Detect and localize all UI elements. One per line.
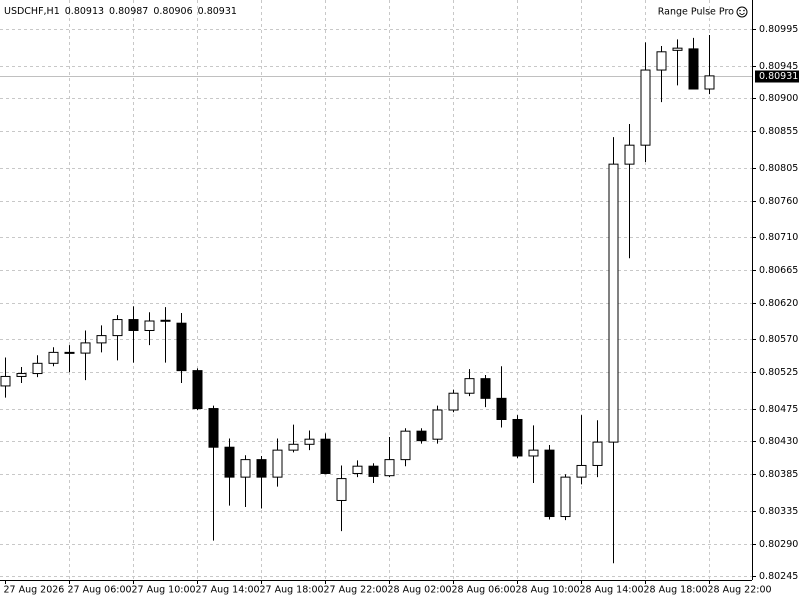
candle-body (208, 408, 219, 448)
candle-body (0, 375, 11, 387)
y-tick-label: 0.80945 (759, 61, 798, 72)
header-low: 0.80906 (153, 6, 192, 17)
current-price-label: 0.80931 (759, 71, 798, 82)
x-tick-label: 27 Aug 14:00 (196, 585, 260, 596)
candle-body (240, 459, 251, 478)
candle-body (592, 441, 603, 466)
candle-body (64, 351, 75, 354)
candle-body (224, 446, 235, 478)
x-tick-label: 28 Aug 22:00 (708, 585, 772, 596)
header-high: 0.80987 (109, 6, 148, 17)
x-tick-label: 28 Aug 02:00 (388, 585, 452, 596)
candle-body (384, 459, 395, 477)
y-tick-label: 0.80620 (759, 298, 798, 309)
symbol: USDCHF,H1 (4, 6, 60, 17)
candle-body (144, 320, 155, 331)
candle-body (336, 478, 347, 501)
candle-body (368, 465, 379, 477)
candle-body (192, 370, 203, 410)
y-tick-label: 0.80385 (759, 469, 798, 480)
candles (0, 35, 715, 564)
candle-body (624, 144, 635, 165)
candle-body (448, 392, 459, 411)
y-tick-label: 0.80570 (759, 334, 798, 345)
y-tick-label: 0.80245 (759, 571, 798, 582)
header-open: 0.80913 (65, 6, 104, 17)
candle-body (512, 418, 523, 457)
candle-body (160, 319, 171, 322)
candle-body (688, 48, 699, 90)
y-tick-label: 0.80710 (759, 232, 798, 243)
candle-body (640, 69, 651, 146)
current-price-box (755, 70, 799, 83)
indicator-label: Range Pulse Pro (658, 7, 734, 18)
candle-body (32, 362, 43, 375)
x-tick-label: 27 Aug 10:00 (132, 585, 196, 596)
candle-body (544, 449, 555, 518)
candle-body (416, 430, 427, 442)
y-tick-label: 0.80335 (759, 506, 798, 517)
x-tick-label: 28 Aug 06:00 (452, 585, 516, 596)
candle-body (128, 319, 139, 331)
y-tick-label: 0.80760 (759, 196, 798, 207)
candle-body (560, 476, 571, 518)
candle-body (352, 465, 363, 474)
candle-body (176, 322, 187, 372)
candle-body (16, 373, 27, 377)
candle-body (704, 75, 715, 90)
candle-body (96, 335, 107, 344)
candle-body (672, 47, 683, 51)
candle-body (320, 438, 331, 474)
symbol-header: USDCHF,H1 0.80913 0.80987 0.80906 0.80931 (4, 6, 237, 17)
candle-body (256, 459, 267, 478)
candle-body (496, 397, 507, 420)
candle-body (288, 443, 299, 451)
candle-body (608, 163, 619, 443)
x-tick-label: 27 Aug 2026 (4, 585, 65, 596)
y-tick-label: 0.80475 (759, 404, 798, 415)
y-tick-label: 0.80430 (759, 436, 798, 447)
x-tick-label: 28 Aug 18:00 (644, 585, 708, 596)
y-tick-label: 0.80805 (759, 163, 798, 174)
candle-body (400, 430, 411, 461)
y-tick-label: 0.80665 (759, 265, 798, 276)
x-tick-label: 28 Aug 10:00 (516, 585, 580, 596)
candle-body (304, 438, 315, 445)
x-tick-label: 28 Aug 14:00 (580, 585, 644, 596)
candle-body (464, 378, 475, 394)
axes: 0.80995 0.80945 0.80900 0.80855 0.80805 0.807… (4, 24, 799, 596)
candle-body (656, 51, 667, 71)
x-tick-label: 27 Aug 06:00 (68, 585, 132, 596)
candle-body (528, 449, 539, 457)
y-tick-label: 0.80290 (759, 539, 798, 550)
candle-body (48, 351, 59, 364)
candle-body (576, 464, 587, 478)
y-tick-label: 0.80525 (759, 367, 798, 378)
candle-body (480, 378, 491, 399)
x-tick-label: 27 Aug 22:00 (324, 585, 388, 596)
y-tick-label: 0.80995 (759, 24, 798, 35)
grid (0, 0, 752, 580)
candle-body (432, 409, 443, 440)
y-tick-label: 0.80855 (759, 126, 798, 137)
candle-body (80, 342, 91, 354)
y-tick-label: 0.80900 (759, 93, 798, 104)
x-tick-label: 27 Aug 18:00 (260, 585, 324, 596)
smiley-icon (736, 6, 748, 18)
candle-body (272, 449, 283, 478)
candle-body (112, 319, 123, 337)
header-close: 0.80931 (198, 6, 237, 17)
